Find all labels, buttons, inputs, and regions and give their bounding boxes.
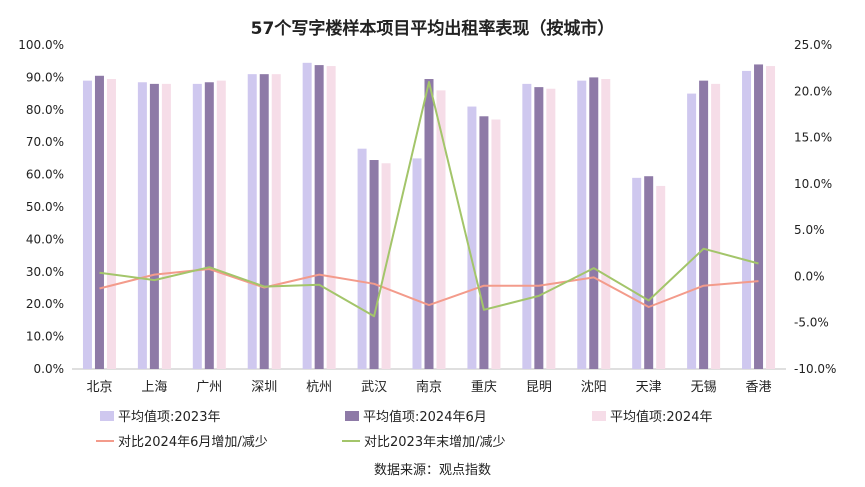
bar	[699, 80, 709, 369]
x-category-label: 无锡	[691, 380, 717, 395]
bar	[369, 160, 379, 369]
x-category-label: 香港	[746, 380, 772, 395]
legend-label-2023: 平均值项:2023年	[118, 410, 221, 425]
y-left-tick-label: 80.0%	[26, 103, 64, 117]
bar	[149, 83, 159, 369]
bar	[589, 77, 599, 370]
bar	[424, 79, 434, 370]
x-category-label: 沈阳	[581, 380, 607, 395]
series-line	[99, 81, 759, 318]
x-category-label: 南京	[416, 379, 442, 395]
bar	[479, 116, 489, 369]
bar	[259, 74, 269, 369]
y-right-tick-label: 0.0%	[794, 269, 825, 283]
y-left-tick-label: 90.0%	[26, 70, 64, 84]
legend-item-vs-jun: 对比2024年6月增加/减少	[96, 431, 268, 450]
x-category-label: 天津	[636, 380, 662, 395]
legend-swatch-vs-2023	[342, 439, 360, 442]
y-right-tick-label: -10.0%	[794, 362, 836, 376]
bar	[161, 83, 171, 369]
bar	[216, 80, 226, 369]
bar	[467, 106, 477, 369]
bar	[82, 80, 92, 369]
bar	[601, 79, 611, 370]
x-category-label: 深圳	[251, 380, 277, 395]
legend-item-2024: 平均值项:2024年	[592, 406, 712, 425]
chart-title: 57个写字楼样本项目平均出租率表现（按城市）	[250, 19, 615, 39]
y-left-tick-label: 70.0%	[26, 135, 64, 149]
bar	[204, 82, 214, 369]
bar	[302, 62, 312, 369]
data-source-note: 数据来源：观点指数	[373, 463, 491, 478]
bar	[326, 66, 336, 369]
bar	[644, 176, 654, 369]
bar	[491, 119, 501, 370]
bar	[412, 158, 422, 369]
y-right-tick-label: -5.0%	[794, 316, 829, 330]
y-left-tick-label: 10.0%	[26, 330, 64, 344]
x-category-label: 昆明	[526, 380, 552, 395]
x-category-label: 上海	[141, 380, 167, 395]
y-left-tick-label: 60.0%	[26, 168, 64, 182]
bar	[534, 87, 544, 370]
x-category-label: 北京	[86, 380, 112, 395]
bar	[522, 83, 532, 369]
legend-label-2024-jun: 平均值项:2024年6月	[363, 410, 487, 425]
bar	[94, 75, 104, 369]
x-category-label: 广州	[196, 380, 222, 395]
bar	[357, 148, 367, 369]
y-left-tick-label: 30.0%	[26, 265, 64, 279]
legend-item-2023: 平均值项:2023年	[100, 406, 220, 425]
series-line	[99, 268, 759, 308]
bar	[632, 177, 642, 369]
legend-item-vs-2023: 对比2023年末增加/减少	[342, 431, 505, 450]
legend-swatch-2023	[100, 410, 114, 421]
x-category-label: 武汉	[361, 380, 387, 395]
y-left-tick-label: 100.0%	[18, 38, 64, 52]
bar	[656, 185, 666, 369]
bar	[192, 83, 202, 369]
y-left-tick-label: 20.0%	[26, 297, 64, 311]
y-right-tick-label: 15.0%	[794, 131, 832, 145]
y-right-tick-label: 20.0%	[794, 84, 832, 98]
legend-label-2024: 平均值项:2024年	[610, 410, 713, 425]
bar	[314, 65, 324, 369]
x-category-label: 杭州	[306, 380, 332, 395]
bar	[711, 83, 721, 369]
bar	[687, 93, 697, 369]
y-left-tick-label: 40.0%	[26, 232, 64, 246]
legend-label-vs-jun: 对比2024年6月增加/减少	[118, 435, 268, 450]
legend-item-2024-jun: 平均值项:2024年6月	[345, 406, 487, 425]
y-right-tick-label: 5.0%	[794, 223, 825, 237]
bar	[436, 90, 446, 370]
bar	[137, 82, 147, 369]
bar	[754, 64, 764, 369]
legend-swatch-vs-jun	[96, 439, 114, 442]
bar	[271, 74, 281, 369]
bar	[546, 88, 556, 370]
y-right-tick-label: 10.0%	[794, 177, 832, 191]
bar	[577, 80, 587, 369]
bar	[742, 70, 752, 370]
bar	[106, 79, 116, 370]
y-left-tick-label: 0.0%	[34, 362, 65, 376]
legend-swatch-2024-jun	[345, 410, 359, 421]
bar	[247, 74, 257, 369]
y-right-tick-label: 25.0%	[794, 38, 832, 52]
y-left-tick-label: 50.0%	[26, 200, 64, 214]
legend-label-vs-2023: 对比2023年末增加/减少	[364, 435, 506, 450]
legend-swatch-2024	[592, 410, 606, 421]
x-category-label: 重庆	[471, 379, 497, 395]
bar	[766, 66, 776, 369]
